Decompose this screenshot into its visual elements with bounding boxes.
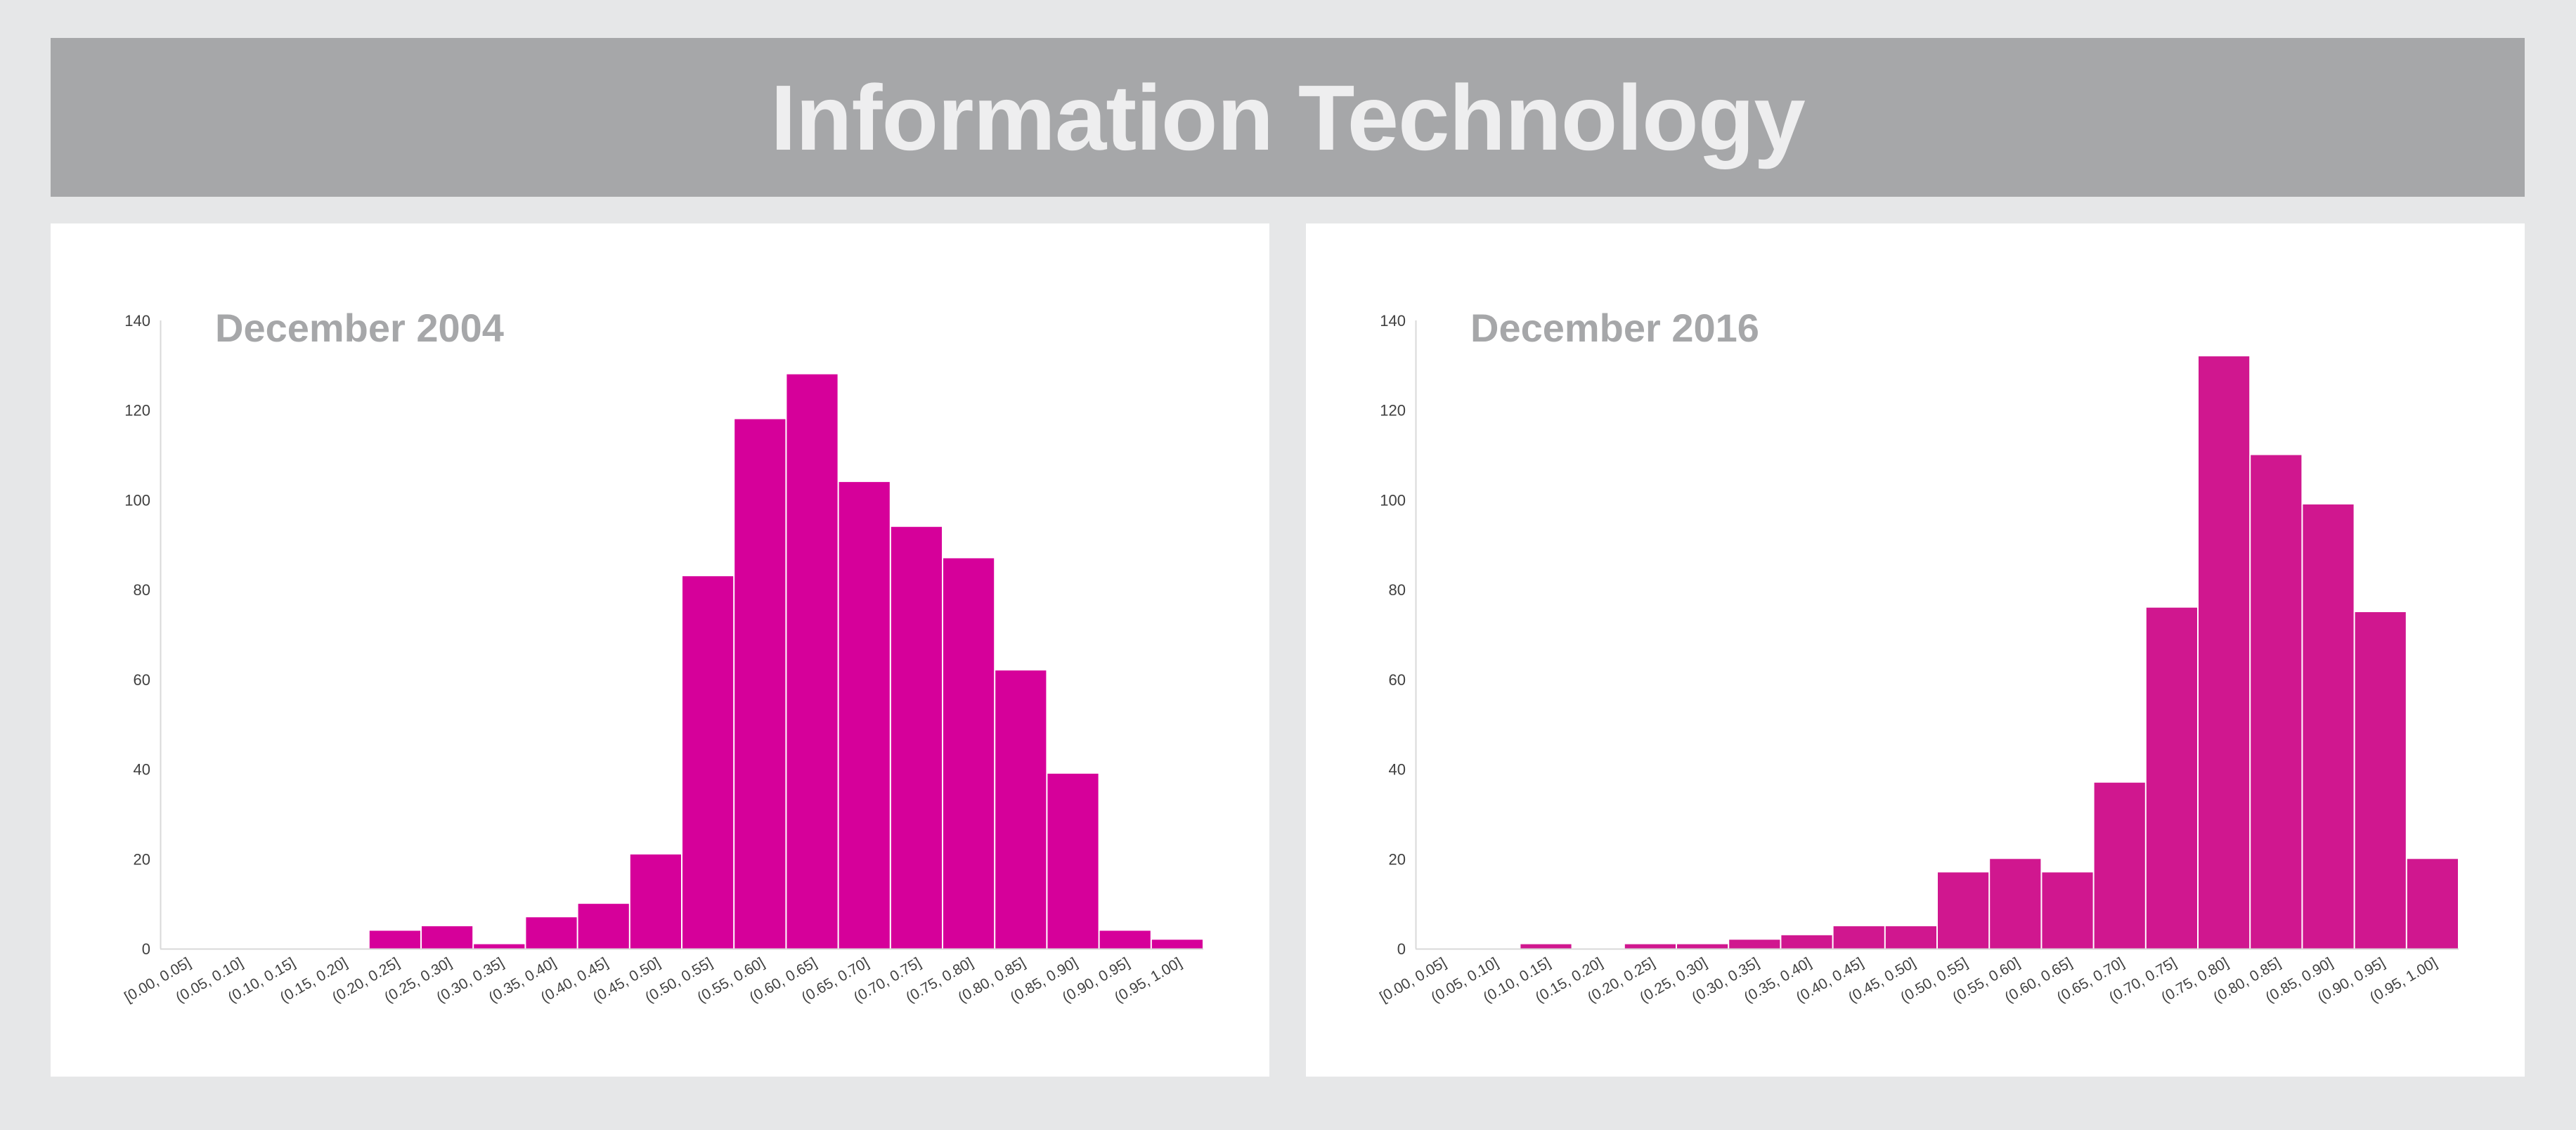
bar xyxy=(422,926,473,949)
bar xyxy=(787,374,838,949)
y-tick-label: 40 xyxy=(134,761,150,779)
bar xyxy=(1885,926,1936,949)
bar xyxy=(995,670,1047,949)
bar xyxy=(682,576,734,949)
bar xyxy=(734,419,786,949)
bar xyxy=(2042,872,2093,949)
bar xyxy=(2407,859,2458,949)
bar xyxy=(2355,612,2406,949)
bar xyxy=(1677,944,1728,949)
bar xyxy=(630,854,681,949)
chart-panel-2016: December 2016 0 20 40 60 80 100 120 140 [0.00, 0… xyxy=(1306,223,2525,1077)
bar xyxy=(2146,607,2197,949)
bar xyxy=(1099,930,1151,949)
chart-title: December 2016 xyxy=(1470,306,1759,350)
bar xyxy=(2094,782,2145,949)
bar xyxy=(2303,504,2354,949)
bar xyxy=(891,526,942,949)
y-tick-label: 40 xyxy=(1389,761,1406,779)
y-tick-label: 120 xyxy=(124,402,150,420)
y-tick-label: 100 xyxy=(1380,491,1406,509)
header-banner: Information Technology xyxy=(51,38,2525,197)
y-tick-label: 0 xyxy=(1397,940,1406,958)
bar xyxy=(1729,940,1780,949)
y-tick-label: 20 xyxy=(1389,850,1406,868)
bar xyxy=(1624,944,1676,949)
y-tick-label: 80 xyxy=(134,581,150,599)
y-tick-label: 80 xyxy=(1389,581,1406,599)
bar xyxy=(474,944,525,949)
chart-panel-2004: December 2004 0 20 40 60 80 100 120 140 [0.00, 0… xyxy=(51,223,1269,1077)
chart-title: December 2004 xyxy=(215,306,504,350)
bar xyxy=(1990,859,2041,949)
bar xyxy=(1938,872,1989,949)
bar xyxy=(1047,773,1099,949)
y-tick-label: 100 xyxy=(124,491,150,509)
bar xyxy=(578,904,629,949)
bar xyxy=(839,481,890,949)
bar xyxy=(943,558,995,949)
bar xyxy=(2199,356,2250,949)
bar xyxy=(1833,926,1884,949)
bar xyxy=(2251,455,2302,949)
page-title: Information Technology xyxy=(770,65,1806,169)
y-tick-label: 60 xyxy=(1389,671,1406,689)
y-tick-label: 140 xyxy=(1380,312,1406,330)
y-tick-label: 140 xyxy=(124,312,150,330)
bar xyxy=(1151,940,1203,949)
bar xyxy=(526,917,577,949)
bar xyxy=(369,930,420,949)
y-tick-label: 120 xyxy=(1380,402,1406,420)
bar xyxy=(1520,944,1572,949)
y-tick-label: 0 xyxy=(142,940,150,958)
bar xyxy=(1781,935,1832,949)
y-tick-label: 20 xyxy=(134,850,150,868)
y-tick-label: 60 xyxy=(134,671,150,689)
